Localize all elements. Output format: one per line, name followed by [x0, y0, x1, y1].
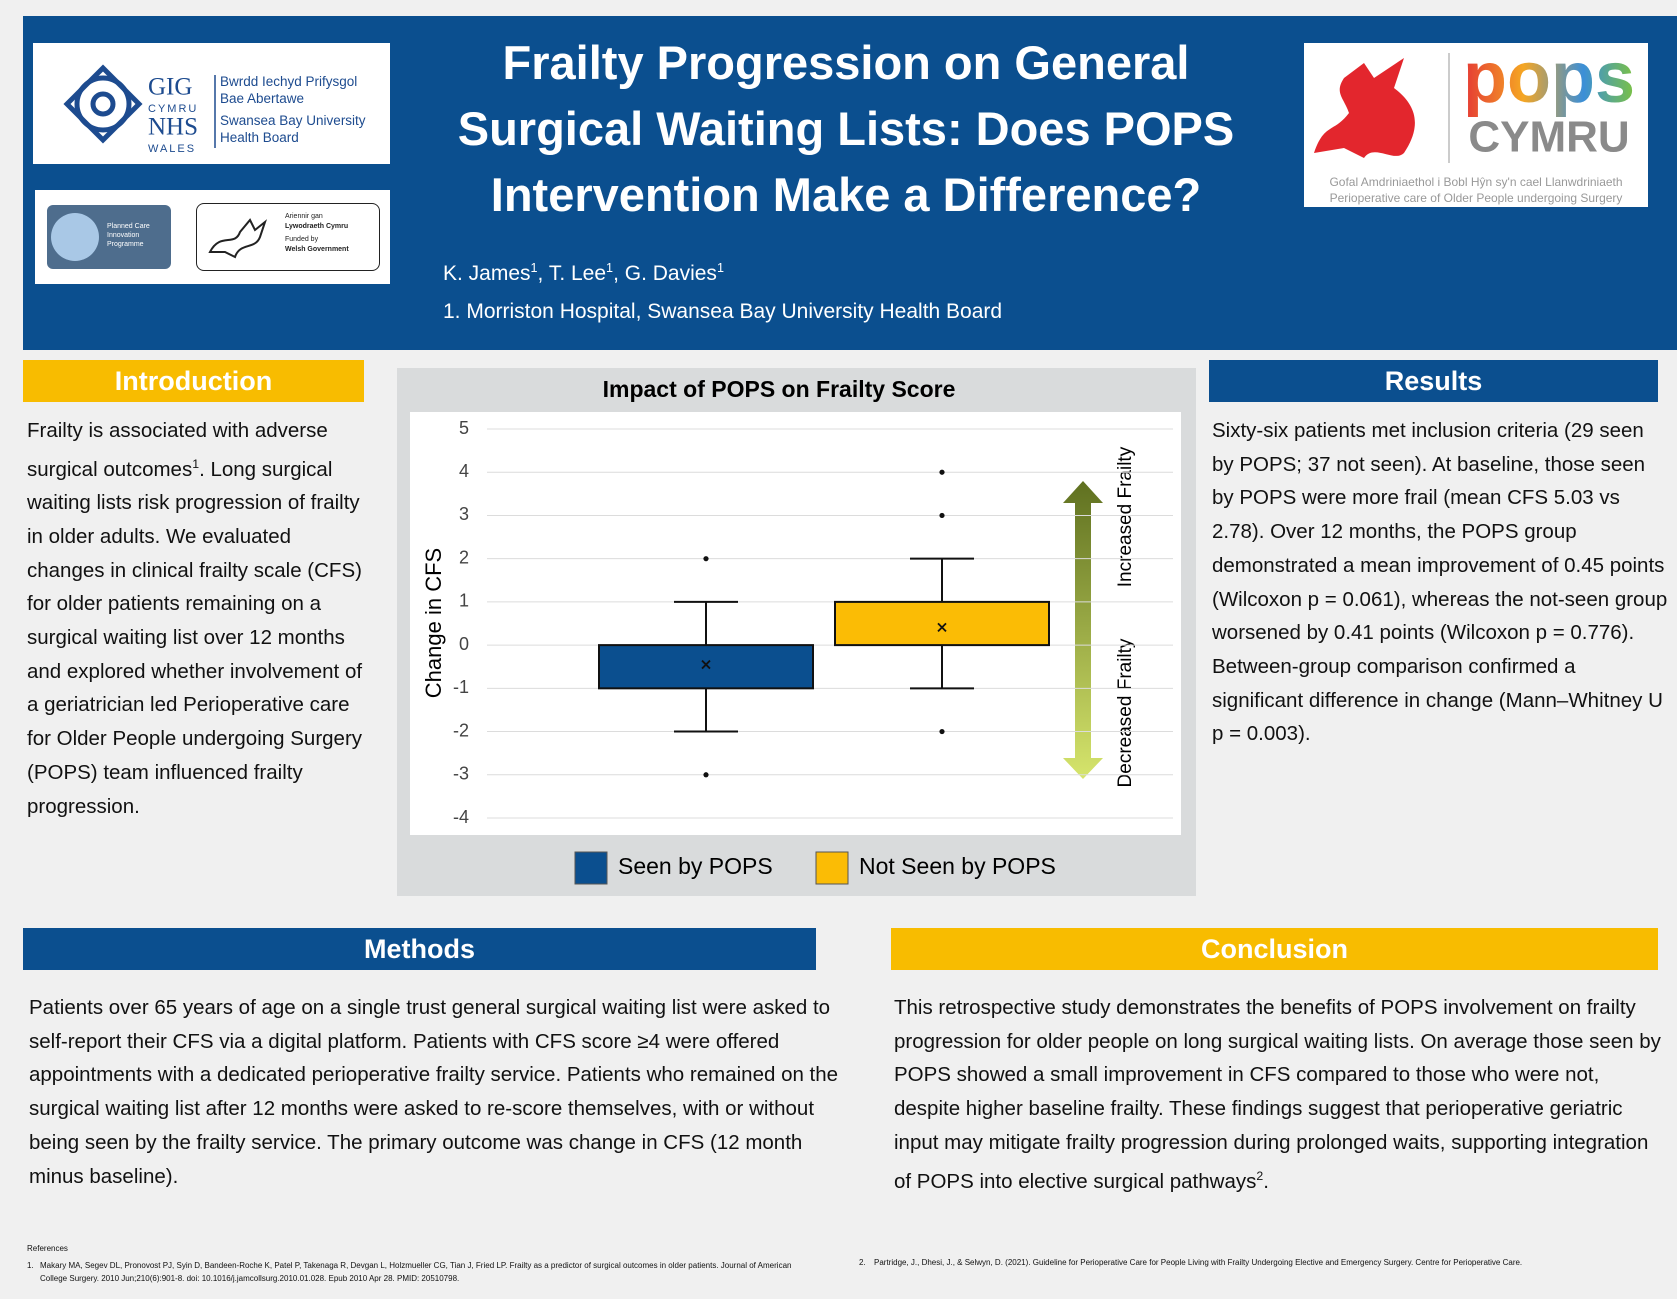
text: . — [1263, 1169, 1269, 1193]
outlier — [703, 556, 709, 562]
reference-number: 1. — [27, 1261, 34, 1270]
y-tick-label: -4 — [453, 807, 469, 827]
wales: WALES — [148, 143, 196, 155]
text: . Long surgical waiting lists risk progr… — [27, 457, 363, 818]
pops-welsh: Gofal Amdriniaethol i Bobl Hŷn sy'n cael… — [1329, 175, 1622, 189]
nhs-english: Swansea Bay University Health Board — [220, 113, 366, 145]
reference-text: Partridge, J., Dhesi, J., & Selwyn, D. (… — [874, 1258, 1523, 1267]
gov-english-small: Funded by — [285, 236, 319, 243]
pops-english: Perioperative care of Older People under… — [1330, 191, 1623, 205]
title-line: Surgical Waiting Lists: Does POPS — [457, 102, 1235, 155]
cymru: CYMRU — [148, 103, 198, 115]
nhs-welsh: Bwrdd Iechyd Prifysgol Bae Abertawe — [220, 74, 358, 106]
text: This retrospective study demonstrates th… — [894, 996, 1661, 1193]
nhs-logo: GIG CYMRU NHS WALES Bwrdd Iechyd Prifysg… — [33, 43, 390, 164]
frailty-arrow — [1063, 481, 1103, 779]
section-heading: Conclusion — [891, 928, 1658, 970]
methods-body: Patients over 65 years of age on a singl… — [29, 996, 839, 1188]
y-tick-label: -3 — [453, 764, 469, 784]
reference-text: Makary MA, Segev DL, Pronovost PJ, Syin … — [40, 1261, 792, 1283]
annotation: Increased Frailty — [1115, 446, 1136, 587]
y-tick-label: 2 — [459, 547, 469, 567]
author: , T. Lee — [537, 262, 607, 285]
outlier — [939, 728, 945, 735]
y-tick-label: 4 — [459, 461, 469, 481]
introduction-body: Frailty is associated with adverse surgi… — [27, 414, 367, 823]
reference-number: 2. — [859, 1258, 866, 1267]
mean-marker — [937, 622, 947, 633]
title-line: Frailty Progression on General — [502, 36, 1190, 89]
references-heading: References — [27, 1244, 68, 1253]
gov-text: Ariennir gan Lywodraeth Cymru Funded by … — [285, 212, 349, 255]
annotation: Decreased Frailty — [1115, 638, 1136, 787]
nhs-logo-graphic: GIG CYMRU NHS WALES Bwrdd Iechyd Prifysg… — [63, 64, 366, 155]
y-tick-label: 1 — [459, 591, 469, 611]
mean-marker — [701, 659, 711, 670]
poster-title: Frailty Progression on General Surgical … — [386, 30, 1306, 228]
funder-logos: Planned Care Innovation Programme Arienn… — [35, 190, 390, 284]
box — [598, 644, 814, 690]
outlier — [703, 772, 709, 778]
plot-area — [410, 412, 1181, 835]
citation: 1 — [192, 456, 200, 471]
citation: 2 — [1256, 1168, 1264, 1183]
authors: K. James1, T. Lee1, G. Davies1 — [443, 261, 724, 286]
gov-welsh: Lywodraeth Cymru — [285, 223, 349, 230]
title-line: Intervention Make a Difference? — [490, 168, 1202, 221]
y-tick-label: -1 — [453, 677, 469, 697]
section-heading: Results — [1209, 360, 1658, 402]
box — [834, 600, 1050, 647]
y-tick-label: -2 — [453, 720, 469, 740]
y-axis-label: Change in CFS — [421, 548, 446, 698]
planned-care-icon — [51, 213, 99, 261]
section-heading: Introduction — [23, 360, 364, 402]
outlier — [939, 469, 945, 475]
author-sup: 1 — [530, 261, 538, 275]
pops-logo-graphic: pops CYMRU Gofal Amdriniaethol i Bobl Hŷ… — [1314, 38, 1635, 205]
chart: Impact of POPS on Frailty Score Change i… — [397, 368, 1196, 896]
outlier — [939, 512, 945, 519]
chart-title: Impact of POPS on Frailty Score — [603, 376, 956, 402]
planned-care-logo: Planned Care Innovation Programme — [47, 205, 171, 269]
y-tick-label: 5 — [459, 418, 469, 438]
affiliation: 1. Morriston Hospital, Swansea Bay Unive… — [443, 300, 1003, 323]
gov-welsh-small: Ariennir gan — [285, 213, 323, 220]
gov-english: Welsh Government — [285, 246, 349, 253]
section-heading: Methods — [23, 928, 816, 970]
dragon — [1314, 58, 1415, 158]
gig: GIG — [148, 74, 192, 101]
author: K. James — [443, 262, 531, 285]
text: Frailty is associated with adverse surgi… — [27, 419, 328, 481]
gov-dragon — [208, 218, 268, 259]
planned-care-text: Planned Care Innovation Programme — [107, 223, 150, 248]
y-tick-label: 0 — [459, 634, 469, 654]
legend-label: Not Seen by POPS — [859, 853, 1056, 879]
results-body: Sixty-six patients met inclusion criteri… — [1212, 419, 1668, 746]
pops: pops — [1463, 43, 1635, 118]
pops-cymru: CYMRU — [1468, 113, 1629, 162]
author: , G. Davies — [613, 262, 717, 285]
legend-swatch — [815, 851, 849, 885]
author-sup: 1 — [606, 261, 614, 275]
author-sup: 1 — [716, 261, 724, 275]
y-tick-label: 3 — [459, 504, 469, 524]
nhs: NHS — [148, 114, 198, 141]
legend-swatch — [574, 851, 608, 885]
pops-logo: pops CYMRU Gofal Amdriniaethol i Bobl Hŷ… — [1304, 38, 1648, 207]
conclusion-body: This retrospective study demonstrates th… — [894, 991, 1664, 1198]
legend-label: Seen by POPS — [618, 853, 773, 879]
gov-logo: Ariennir gan Lywodraeth Cymru Funded by … — [196, 203, 380, 271]
